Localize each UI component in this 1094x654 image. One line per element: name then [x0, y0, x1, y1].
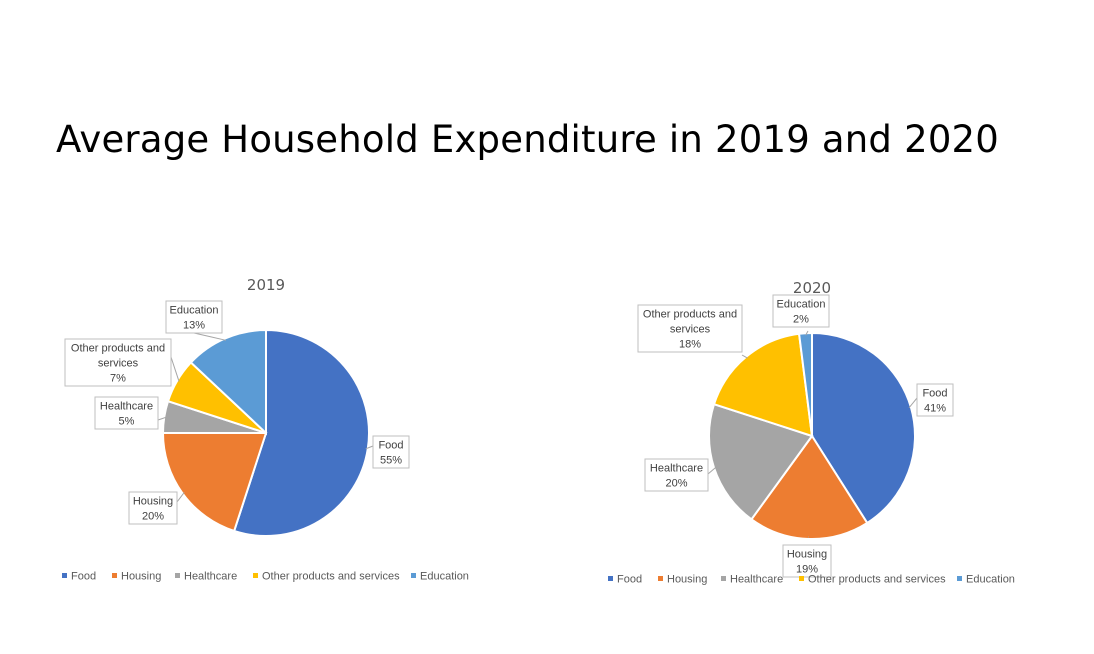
data-label-text: services: [670, 324, 711, 336]
leader-line: [170, 356, 180, 382]
data-label-text: 19%: [796, 564, 818, 576]
leader-line: [908, 397, 918, 409]
legend-label: Food: [71, 571, 96, 583]
legend-item-healthcare: Healthcare: [175, 571, 237, 583]
data-label-food: Food 55%: [365, 435, 410, 469]
data-label-text: Other products and: [643, 309, 737, 321]
legend-swatch: [112, 573, 117, 578]
data-label-text: 20%: [142, 511, 164, 523]
data-label-education: Education 2%: [772, 294, 830, 336]
pie-slice-healthcare: [708, 402, 814, 521]
legend-label: Food: [617, 574, 642, 586]
leader-line: [741, 354, 748, 359]
legend-label: Other products and services: [262, 571, 400, 583]
pie-slice-education: [189, 328, 267, 436]
data-label-text: 7%: [110, 373, 126, 385]
chart-title: 2019: [247, 276, 285, 294]
data-label-text: 13%: [183, 320, 205, 332]
legend-item-other-products-and-services: Other products and services: [799, 574, 946, 586]
callout-box: [128, 491, 178, 525]
legend-label: Education: [966, 574, 1015, 586]
data-label-housing: Housing 19%: [782, 536, 832, 578]
legend-item-food: Food: [608, 574, 642, 586]
legend-label: Education: [420, 571, 469, 583]
data-label-food: Food 41%: [908, 383, 954, 417]
data-label-text: 18%: [679, 339, 701, 351]
data-label-housing: Housing 20%: [128, 491, 185, 525]
callout-box: [644, 458, 709, 492]
legend-swatch: [411, 573, 416, 578]
legend-swatch: [957, 576, 962, 581]
data-label-text: 20%: [665, 478, 687, 490]
legend-label: Healthcare: [730, 574, 783, 586]
callout-box: [372, 435, 410, 469]
data-label-text: Other products and: [71, 343, 165, 355]
data-label-text: Food: [922, 388, 947, 400]
data-label-text: Healthcare: [650, 463, 703, 475]
data-label-healthcare: Healthcare 20%: [644, 458, 717, 492]
legend-swatch: [62, 573, 67, 578]
legend-item-housing: Housing: [112, 571, 161, 583]
legend-item-other-products-and-services: Other products and services: [253, 571, 400, 583]
chart-title: 2020: [793, 279, 831, 297]
legend: Food Housing Healthcare Other products and …: [608, 574, 1015, 586]
leader-line: [193, 332, 226, 341]
data-label-text: Food: [378, 440, 403, 452]
data-label-education: Education 13%: [165, 300, 226, 341]
leader-line: [365, 445, 374, 450]
legend-swatch: [658, 576, 663, 581]
data-label-text: Education: [170, 305, 219, 317]
callout-box: [772, 294, 830, 328]
pie-slice-food: [232, 328, 370, 537]
legend-swatch: [175, 573, 180, 578]
callout-box: [94, 396, 159, 430]
leader-line: [805, 330, 809, 336]
pie-slice-education: [797, 331, 813, 437]
data-label-text: services: [98, 358, 139, 370]
legend-item-healthcare: Healthcare: [721, 574, 783, 586]
legend-label: Housing: [121, 571, 161, 583]
pie-slice-other-products-and-services: [712, 332, 814, 438]
page-title: Average Household Expenditure in 2019 an…: [56, 118, 1000, 161]
data-label-text: 2%: [793, 314, 809, 326]
data-label-healthcare: Healthcare 5%: [94, 396, 167, 430]
legend-item-education: Education: [411, 571, 469, 583]
legend-label: Healthcare: [184, 571, 237, 583]
data-label-text: Healthcare: [100, 401, 153, 413]
legend-label: Other products and services: [808, 574, 946, 586]
callout-box: [64, 338, 172, 387]
legend-swatch: [608, 576, 613, 581]
leader-line: [157, 416, 167, 421]
data-label-text: 5%: [119, 416, 135, 428]
callout-box: [782, 544, 832, 578]
legend-item-food: Food: [62, 571, 96, 583]
callout-box: [165, 300, 223, 334]
data-label-other-products-and-services: Other products and services 7%: [64, 338, 180, 387]
legend-swatch: [799, 576, 804, 581]
legend-item-education: Education: [957, 574, 1015, 586]
leader-line: [707, 466, 717, 475]
legend: Food Housing Healthcare Other products and …: [62, 571, 469, 583]
legend-swatch: [253, 573, 258, 578]
data-label-text: Housing: [133, 496, 173, 508]
data-label-text: 55%: [380, 455, 402, 467]
data-label-other-products-and-services: Other products and services 18%: [637, 304, 748, 359]
callout-box: [637, 304, 743, 353]
data-label-text: Education: [777, 299, 826, 311]
legend-item-housing: Housing: [658, 574, 707, 586]
leader-line: [176, 492, 185, 503]
callout-box: [916, 383, 954, 417]
legend-label: Housing: [667, 574, 707, 586]
data-label-text: 41%: [924, 403, 946, 415]
legend-swatch: [721, 576, 726, 581]
pie-slice-housing: [161, 432, 268, 533]
data-label-text: Housing: [787, 549, 827, 561]
pie-slice-housing: [750, 434, 869, 540]
